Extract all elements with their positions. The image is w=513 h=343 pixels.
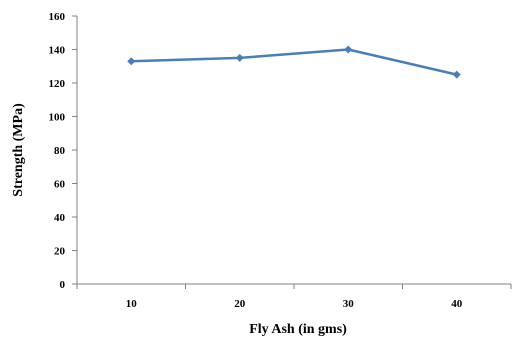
y-axis-ticks: 0 20 40 60 80 100 120 140 160 — [49, 11, 77, 291]
x-tick-label: 30 — [343, 298, 355, 310]
y-tick-label: 120 — [49, 78, 66, 90]
y-tick-label: 20 — [54, 246, 66, 258]
y-tick-label: 0 — [60, 279, 66, 291]
data-point-marker — [344, 45, 353, 54]
data-point-marker — [235, 53, 244, 62]
y-tick-label: 60 — [54, 179, 66, 191]
y-tick-label: 80 — [54, 145, 66, 157]
x-tick-label: 10 — [126, 298, 138, 310]
data-point-marker — [452, 70, 461, 79]
x-tick-label: 20 — [234, 298, 246, 310]
series-line — [131, 48, 458, 76]
y-tick-label: 160 — [49, 11, 66, 23]
y-tick-label: 40 — [54, 212, 66, 224]
y-tick-label: 140 — [49, 45, 66, 57]
y-tick-label: 100 — [49, 112, 66, 124]
x-axis-ticks: 10 20 30 40 — [76, 284, 512, 310]
x-axis-title: Fly Ash (in gms) — [249, 322, 347, 337]
y-axis-title: Strength (MPa) — [11, 103, 26, 197]
x-tick-label: 40 — [451, 298, 463, 310]
series-layer — [127, 45, 461, 79]
data-point-marker — [127, 57, 136, 66]
